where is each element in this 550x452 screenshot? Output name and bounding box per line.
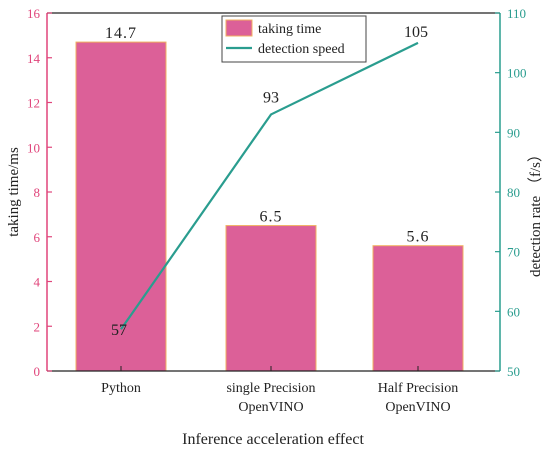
- left-tick-label-1: 2: [34, 319, 41, 334]
- y-axis-title-left: taking time/ms: [6, 147, 22, 237]
- right-tick-label-0: 50: [507, 364, 520, 379]
- bar-label-2: 5.6: [407, 229, 430, 246]
- left-tick-label-0: 0: [34, 364, 41, 379]
- x-tick-label-1-0: single Precision: [226, 381, 315, 396]
- right-tick-label-2: 70: [507, 245, 520, 260]
- x-tick-label-2-0: Half Precision: [378, 381, 458, 396]
- bar-label-1: 6.5: [260, 209, 283, 226]
- left-tick-label-4: 8: [34, 185, 41, 200]
- right-tick-label-5: 100: [507, 66, 527, 81]
- legend-label-line: detection speed: [258, 42, 345, 57]
- line-label-0: 57: [111, 322, 127, 339]
- right-tick-label-4: 90: [507, 125, 520, 140]
- left-tick-label-2: 4: [34, 275, 41, 290]
- left-tick-label-3: 6: [34, 230, 41, 245]
- left-tick-label-7: 14: [27, 51, 41, 66]
- x-tick-label-1-1: OpenVINO: [238, 400, 303, 415]
- line-label-2: 105: [404, 24, 428, 41]
- y-axis-title-right: detection rate （f/s）: [527, 147, 544, 277]
- legend-swatch-bar: [225, 19, 253, 37]
- right-tick-label-1: 60: [507, 304, 520, 319]
- left-tick-label-8: 16: [27, 6, 41, 21]
- x-tick-label-0-0: Python: [101, 381, 141, 396]
- bar-1: [225, 225, 317, 372]
- right-tick-label-6: 110: [507, 6, 526, 21]
- bar-label-0: 14.7: [105, 25, 137, 42]
- x-tick-label-2-1: OpenVINO: [385, 400, 450, 415]
- line-label-1: 93: [263, 89, 279, 106]
- bar-2: [372, 245, 464, 372]
- legend-label-bar: taking time: [258, 22, 321, 37]
- left-tick-label-5: 10: [27, 140, 40, 155]
- left-tick-label-6: 12: [27, 96, 40, 111]
- x-axis-title: Inference acceleration effect: [182, 431, 364, 448]
- right-tick-label-3: 80: [507, 185, 520, 200]
- bar-0: [75, 41, 167, 372]
